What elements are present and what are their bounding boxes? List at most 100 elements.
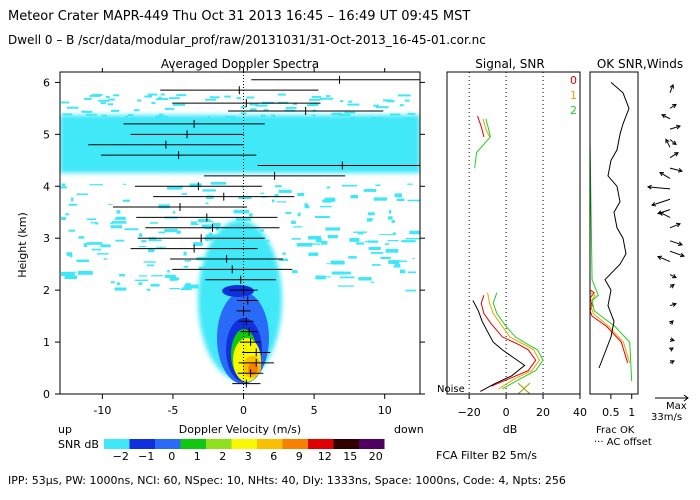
wind-arrow-head <box>665 138 670 144</box>
speckle-cell <box>379 234 395 236</box>
speckle-cell <box>282 252 286 255</box>
speckle-cell <box>181 193 188 195</box>
signal-title: Signal, SNR <box>475 57 544 71</box>
speckle-cell <box>148 250 154 253</box>
speckle-cell <box>61 101 69 104</box>
speckle-cell <box>100 102 106 105</box>
speckle-cell <box>133 109 140 112</box>
wind-arrow <box>669 139 677 145</box>
speckle-cell <box>156 98 169 101</box>
wind-arrow-head <box>651 201 657 207</box>
speckle-cell <box>147 93 158 96</box>
wind-arrow <box>659 211 671 218</box>
speckle-cell <box>400 269 406 274</box>
speckle-cell <box>146 288 151 291</box>
speckle-cell <box>183 251 187 256</box>
speckle-cell <box>206 195 214 199</box>
speckle-cell <box>368 218 374 220</box>
ok-frame <box>589 71 639 395</box>
speckle-cell <box>108 98 115 101</box>
speckle-cell <box>370 117 384 120</box>
wind-arrow-head <box>668 347 674 352</box>
colorbar-swatches <box>104 439 385 449</box>
ok-lines <box>590 72 633 382</box>
frac-ok-line <box>590 292 631 363</box>
noise-cross-marker <box>517 382 531 395</box>
colorbar-swatch <box>104 439 130 449</box>
y-tick-label: 2 <box>43 284 50 297</box>
speckle-cell <box>115 239 125 242</box>
speckle-cell <box>375 106 389 109</box>
speckle-cell <box>272 199 275 203</box>
spectra-xlabel: Doppler Velocity (m/s) <box>179 423 301 436</box>
speckle-cell <box>202 189 216 192</box>
speckle-cell <box>409 230 420 235</box>
speckle-cell <box>156 117 161 119</box>
speckle-cell <box>114 287 127 291</box>
speckle-cell <box>236 97 241 100</box>
speckle-cell <box>385 248 399 253</box>
spectra-yticks: 0 1 2 3 4 5 6 <box>43 76 425 401</box>
speckle-cell <box>340 271 351 275</box>
speckle-cell <box>111 109 120 112</box>
speckle-cell <box>83 243 88 247</box>
speckle-cell <box>331 271 345 275</box>
x-tick-label: 5 <box>311 404 318 417</box>
speckle-cell <box>240 112 247 115</box>
speckle-cell <box>338 114 351 116</box>
speckle-cell <box>111 221 127 224</box>
x-tick-label: -10 <box>93 404 111 417</box>
speckle-cell <box>212 96 220 99</box>
speckle-cell <box>117 282 121 286</box>
speckle-cell <box>357 231 364 235</box>
colorbar-tick-label: 20 <box>369 450 383 463</box>
wind-arrow <box>665 139 671 148</box>
speckle-cell <box>225 116 236 118</box>
speckle-cell <box>367 212 375 216</box>
speckle-cell <box>394 193 402 198</box>
plume-blue-top <box>222 285 254 297</box>
speckle-cell <box>207 116 211 119</box>
speckle-cell <box>141 240 147 243</box>
speckle-cell <box>327 235 338 239</box>
speckle-cell <box>405 289 416 292</box>
colorbar-swatch <box>333 439 359 449</box>
colorbar-swatch <box>129 439 155 449</box>
filter-label: FCA Filter B2 5m/s <box>436 449 537 462</box>
x-tick-label: -5 <box>167 404 178 417</box>
speckle-cell <box>325 227 340 231</box>
speckle-cell <box>134 279 149 281</box>
speckle-cell <box>292 270 298 274</box>
speckle-cell <box>304 203 308 207</box>
speckle-cell <box>405 238 420 240</box>
x-tick-label: 10 <box>378 404 392 417</box>
signal-series-1 <box>482 118 490 138</box>
speckle-cell <box>89 184 103 186</box>
speckle-cell <box>176 94 187 97</box>
ok-tick-label: 1 <box>628 406 635 419</box>
wind-arrow-head <box>646 184 652 190</box>
speckle-cell <box>340 276 355 279</box>
speckle-cell <box>205 98 217 101</box>
speckle-cell <box>90 222 99 224</box>
ok-title: OK SNR,Winds <box>597 57 683 71</box>
speckle-cell <box>127 114 134 117</box>
colorbar-tick-label: 1 <box>194 450 201 463</box>
speckle-cell <box>373 197 387 201</box>
y-tick-label: 6 <box>43 76 50 89</box>
wind-arrow-head <box>671 140 677 146</box>
colorbar-labels: −2 −1 0 1 2 3 6 9 12 15 20 <box>113 450 383 463</box>
speckle-cell <box>285 211 292 214</box>
wind-arrow-head <box>675 222 681 228</box>
speckle-cell <box>391 220 395 223</box>
speckle-cell <box>315 275 326 280</box>
speckle-cell <box>249 103 259 106</box>
speckle-cell <box>97 253 109 255</box>
speckle-cell <box>241 105 247 108</box>
speckle-cell <box>341 184 357 187</box>
speckle-cell <box>399 104 404 107</box>
speckle-cell <box>86 113 97 116</box>
speckle-cell <box>130 117 136 120</box>
colorbar-swatch <box>359 439 385 449</box>
speckle-cell <box>151 275 163 277</box>
